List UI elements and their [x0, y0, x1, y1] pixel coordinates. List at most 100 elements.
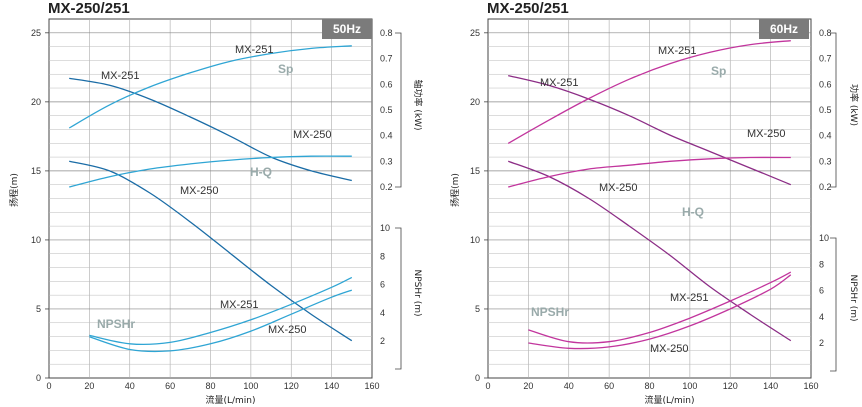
curve-group-label: NPSHr	[97, 317, 135, 331]
series-label: MX-251	[220, 299, 259, 311]
x-tick-label: 40	[125, 381, 135, 391]
power-tick-label: 0.4	[819, 131, 832, 141]
x-tick-label: 140	[763, 381, 778, 391]
x-tick-label: 160	[364, 381, 379, 391]
head-tick-label: 0	[36, 373, 41, 383]
series-label: MX-250	[650, 343, 689, 355]
x-tick-label: 40	[564, 381, 574, 391]
x-tick-label: 60	[604, 381, 614, 391]
head-tick-label: 15	[31, 166, 41, 176]
x-tick-label: 100	[682, 381, 697, 391]
head-tick-label: 20	[31, 97, 41, 107]
series-line-npsh-mx-251	[528, 271, 792, 344]
x-tick-label: 140	[324, 381, 339, 391]
frequency-badge	[759, 19, 809, 39]
head-tick-label: 25	[31, 28, 41, 38]
series-label: MX-251	[658, 45, 697, 57]
series-line-npsh-mx-251	[89, 276, 353, 346]
curve-group-label: Sp	[711, 64, 726, 78]
power-axis-bracket	[830, 32, 837, 188]
npsh-tick-label: 10	[819, 233, 829, 243]
head-tick-label: 5	[475, 304, 480, 314]
series-line-head-mx-251	[69, 77, 352, 182]
npsh-tick-label: 4	[819, 312, 824, 322]
power-axis-label: 功率 (kW)	[848, 84, 860, 126]
npsh-axis-label: NPSHr (m)	[412, 270, 422, 317]
power-tick-label: 0.3	[380, 156, 393, 166]
power-tick-label: 0.2	[819, 182, 832, 192]
npsh-tick-label: 8	[819, 259, 824, 269]
frequency-badge-text: 50Hz	[333, 22, 361, 36]
head-tick-label: 5	[36, 304, 41, 314]
series-line-power-mx-250	[508, 156, 791, 188]
power-tick-label: 0.7	[819, 54, 832, 64]
chart-title: MX-250/251	[48, 0, 130, 17]
x-tick-label: 120	[723, 381, 738, 391]
series-label: MX-250	[599, 182, 638, 194]
x-tick-label: 60	[165, 381, 175, 391]
series-line-power-mx-250	[69, 155, 352, 188]
series-line-power-mx-251	[68, 45, 352, 129]
curve-group-label: NPSHr	[531, 305, 569, 319]
curve-group-label: Sp	[278, 62, 293, 76]
power-tick-label: 0.8	[819, 28, 832, 38]
head-tick-label: 25	[470, 28, 480, 38]
npsh-tick-label: 10	[380, 223, 390, 233]
series-line-head-mx-250	[507, 160, 792, 342]
x-tick-label: 0	[485, 381, 490, 391]
series-line-power-mx-251	[507, 40, 791, 144]
series-line-npsh-mx-250	[528, 274, 792, 350]
npsh-tick-label: 6	[380, 280, 385, 290]
series-label: MX-251	[101, 70, 140, 82]
head-tick-label: 10	[470, 235, 480, 245]
power-tick-label: 0.8	[380, 28, 393, 38]
series-label: MX-250	[747, 128, 786, 140]
power-tick-label: 0.2	[380, 182, 393, 192]
x-tick-label: 120	[284, 381, 299, 391]
curve-group-label: H-Q	[250, 165, 272, 179]
series-label: MX-250	[293, 129, 332, 141]
power-tick-label: 0.7	[380, 54, 393, 64]
series-line-npsh-mx-250	[89, 289, 353, 353]
power-tick-label: 0.5	[819, 105, 832, 115]
series-label: MX-251	[235, 44, 274, 56]
chart-panel-1: 0 20 40 60 80 100 120 140 160 0 5 10 15 20 25 0.2 0.3 0.4…	[8, 0, 424, 406]
power-axis-label: 轴功率 (kW)	[412, 80, 424, 131]
npsh-tick-label: 6	[819, 286, 824, 296]
x-axis-label: 流量(L/min)	[644, 394, 694, 406]
power-axis-bracket	[395, 32, 402, 188]
series-label: MX-250	[268, 324, 307, 336]
power-tick-label: 0.5	[380, 105, 393, 115]
head-tick-label: 20	[470, 97, 480, 107]
npsh-axis-label: NPSHr (m)	[848, 275, 858, 322]
head-tick-label: 10	[31, 235, 41, 245]
chart-title: MX-250/251	[487, 0, 569, 17]
y-axis-label: 扬程(m)	[8, 173, 20, 207]
series-line-head-mx-250	[69, 160, 353, 342]
x-axis-label: 流量(L/min)	[205, 394, 255, 406]
x-tick-label: 80	[205, 381, 215, 391]
x-tick-label: 20	[84, 381, 94, 391]
npsh-axis-bracket	[830, 237, 837, 372]
x-tick-label: 0	[46, 381, 51, 391]
power-tick-label: 0.3	[819, 156, 832, 166]
x-tick-label: 100	[243, 381, 258, 391]
power-tick-label: 0.6	[819, 79, 832, 89]
series-label: MX-251	[540, 77, 579, 89]
series-label: MX-250	[180, 185, 219, 197]
npsh-tick-label: 8	[380, 251, 385, 261]
head-tick-label: 15	[470, 166, 480, 176]
npsh-axis-bracket	[395, 227, 402, 370]
npsh-tick-label: 2	[380, 336, 385, 346]
x-tick-label: 80	[644, 381, 654, 391]
x-tick-label: 160	[803, 381, 818, 391]
power-tick-label: 0.4	[380, 131, 393, 141]
frequency-badge-text: 60Hz	[770, 22, 798, 36]
power-tick-label: 0.6	[380, 79, 393, 89]
frequency-badge	[322, 19, 372, 39]
head-tick-label: 0	[475, 373, 480, 383]
chart-panel-2: 0 20 40 60 80 100 120 140 160 0 5 10 15 20 25 0.2 0.3 0.4…	[449, 0, 860, 406]
npsh-tick-label: 4	[380, 308, 385, 318]
x-tick-label: 20	[523, 381, 533, 391]
